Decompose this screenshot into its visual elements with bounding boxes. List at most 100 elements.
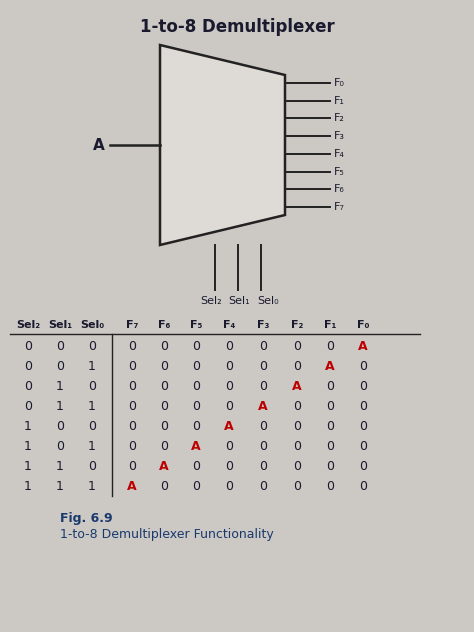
Text: A: A (325, 360, 335, 372)
Text: 0: 0 (259, 339, 267, 353)
Text: 0: 0 (359, 480, 367, 492)
Text: 0: 0 (24, 339, 32, 353)
Text: F₂: F₂ (334, 113, 345, 123)
Text: 0: 0 (359, 399, 367, 413)
Text: 0: 0 (225, 439, 233, 453)
Text: 0: 0 (326, 420, 334, 432)
Text: Sel₁: Sel₁ (228, 296, 250, 306)
Text: 1: 1 (88, 480, 96, 492)
Text: 0: 0 (225, 399, 233, 413)
Text: F₅: F₅ (334, 167, 345, 176)
Text: 0: 0 (88, 379, 96, 392)
Text: 0: 0 (24, 399, 32, 413)
Text: 0: 0 (225, 339, 233, 353)
Text: 0: 0 (56, 360, 64, 372)
Text: 0: 0 (293, 420, 301, 432)
Text: 0: 0 (326, 339, 334, 353)
Text: A: A (93, 138, 105, 152)
Text: F₇: F₇ (126, 320, 138, 330)
Text: 0: 0 (326, 379, 334, 392)
Text: 0: 0 (24, 360, 32, 372)
Text: 0: 0 (160, 339, 168, 353)
Text: F₅: F₅ (190, 320, 202, 330)
Text: 1: 1 (24, 439, 32, 453)
Text: F₇: F₇ (334, 202, 345, 212)
Text: 1: 1 (88, 360, 96, 372)
Text: 0: 0 (160, 480, 168, 492)
Text: F₁: F₁ (324, 320, 336, 330)
Text: 0: 0 (359, 459, 367, 473)
Text: 0: 0 (326, 480, 334, 492)
Text: 1: 1 (88, 439, 96, 453)
Text: 1-to-8 Demultiplexer: 1-to-8 Demultiplexer (140, 18, 334, 36)
Text: 0: 0 (192, 339, 200, 353)
Text: 0: 0 (192, 379, 200, 392)
Text: Sel₁: Sel₁ (48, 320, 72, 330)
Text: 0: 0 (225, 360, 233, 372)
Text: 0: 0 (293, 480, 301, 492)
Text: 0: 0 (128, 379, 136, 392)
Text: 0: 0 (88, 339, 96, 353)
Text: 0: 0 (225, 459, 233, 473)
Text: A: A (224, 420, 234, 432)
Text: 0: 0 (259, 420, 267, 432)
Text: 0: 0 (225, 379, 233, 392)
Text: 0: 0 (259, 360, 267, 372)
Text: 0: 0 (160, 360, 168, 372)
Text: 0: 0 (293, 360, 301, 372)
Text: 0: 0 (293, 459, 301, 473)
Text: 0: 0 (192, 399, 200, 413)
Text: 1: 1 (24, 420, 32, 432)
Text: F₀: F₀ (357, 320, 369, 330)
Text: 1: 1 (56, 379, 64, 392)
Polygon shape (160, 45, 285, 245)
Text: A: A (258, 399, 268, 413)
Text: A: A (159, 459, 169, 473)
Text: 0: 0 (160, 420, 168, 432)
Text: 0: 0 (56, 339, 64, 353)
Text: Sel₀: Sel₀ (80, 320, 104, 330)
Text: 0: 0 (160, 399, 168, 413)
Text: Sel₀: Sel₀ (257, 296, 279, 306)
Text: F₀: F₀ (334, 78, 345, 88)
Text: 0: 0 (293, 439, 301, 453)
Text: 0: 0 (160, 379, 168, 392)
Text: 0: 0 (128, 459, 136, 473)
Text: 0: 0 (359, 439, 367, 453)
Text: Fig. 6.9: Fig. 6.9 (60, 512, 113, 525)
Text: 0: 0 (259, 459, 267, 473)
Text: 0: 0 (259, 379, 267, 392)
Text: 0: 0 (359, 420, 367, 432)
Text: 0: 0 (259, 480, 267, 492)
Text: 0: 0 (259, 439, 267, 453)
Text: 0: 0 (192, 420, 200, 432)
Text: 1: 1 (56, 480, 64, 492)
Text: 0: 0 (88, 420, 96, 432)
Text: 0: 0 (326, 399, 334, 413)
Text: A: A (127, 480, 137, 492)
Text: F₁: F₁ (334, 95, 345, 106)
Text: 1: 1 (56, 459, 64, 473)
Text: 0: 0 (56, 439, 64, 453)
Text: 0: 0 (359, 379, 367, 392)
Text: 0: 0 (128, 339, 136, 353)
Text: A: A (358, 339, 368, 353)
Text: A: A (191, 439, 201, 453)
Text: 1-to-8 Demultiplexer Functionality: 1-to-8 Demultiplexer Functionality (60, 528, 274, 541)
Text: F₃: F₃ (257, 320, 269, 330)
Text: 0: 0 (293, 399, 301, 413)
Text: 0: 0 (326, 459, 334, 473)
Text: 0: 0 (225, 480, 233, 492)
Text: F₃: F₃ (334, 131, 345, 141)
Text: 0: 0 (88, 459, 96, 473)
Text: 0: 0 (293, 339, 301, 353)
Text: 0: 0 (24, 379, 32, 392)
Text: 0: 0 (192, 459, 200, 473)
Text: 0: 0 (160, 439, 168, 453)
Text: Sel₂: Sel₂ (16, 320, 40, 330)
Text: 0: 0 (128, 439, 136, 453)
Text: 0: 0 (128, 399, 136, 413)
Text: 1: 1 (56, 399, 64, 413)
Text: F₄: F₄ (334, 149, 345, 159)
Text: 0: 0 (128, 420, 136, 432)
